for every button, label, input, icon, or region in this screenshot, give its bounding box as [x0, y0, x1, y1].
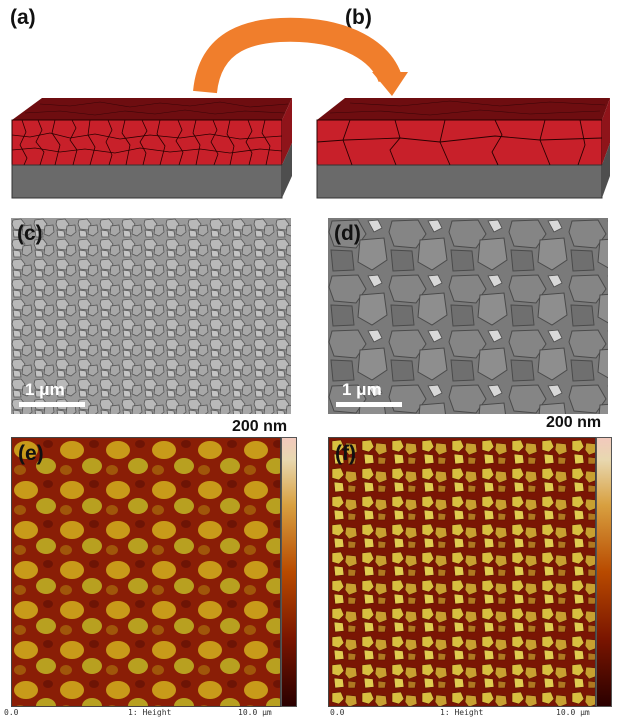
grain-top-b	[329, 100, 606, 116]
substrate-front-b	[316, 164, 603, 199]
sem-image-c: (c) 1 μm	[11, 218, 291, 414]
film-front-a	[11, 119, 283, 166]
panel-label-c: (c)	[17, 222, 43, 245]
film-side-b	[602, 98, 610, 165]
grain-top-a	[24, 101, 289, 116]
axis-end-f: 10.0 μm	[556, 708, 590, 717]
sem-image-d: (d) 1 μm	[328, 218, 608, 414]
scale-bar-d	[336, 402, 402, 407]
axis-start-e: 0.0	[4, 708, 19, 717]
afm-height-map-f	[329, 438, 595, 706]
afm-height-map-e	[12, 438, 280, 706]
axis-end-e: 10.0 μm	[238, 708, 272, 717]
film-top-b	[317, 98, 610, 120]
film-top-a	[12, 98, 292, 120]
color-scale-max-f: 200 nm	[546, 414, 602, 431]
film-stack-b	[316, 98, 610, 199]
film-side-a	[282, 98, 292, 165]
grain-network-a	[11, 119, 283, 166]
humidity-arrow	[193, 17, 402, 94]
panel-label-b: (b)	[345, 6, 372, 29]
axis-channel-e: 1: Height	[128, 708, 172, 717]
humidity-arrow-head	[372, 72, 408, 96]
grain-network-b	[316, 119, 603, 166]
color-scale-max-e: 200 nm	[232, 418, 288, 435]
afm-image-f: (f)	[328, 437, 596, 707]
scale-bar-label-c: 1 μm	[25, 380, 65, 399]
scale-bar-label-d: 1 μm	[342, 380, 382, 399]
panel-label-f: (f)	[335, 442, 356, 465]
axis-start-f: 0.0	[330, 708, 345, 717]
afm-image-e: (e)	[11, 437, 281, 707]
film-front-b	[316, 119, 603, 166]
film-schematic	[11, 17, 610, 199]
panel-label-a: (a)	[10, 6, 36, 29]
film-stack-a	[11, 98, 292, 199]
substrate-side-a	[282, 143, 292, 198]
substrate-side-b	[602, 143, 610, 198]
panel-label-e: (e)	[18, 442, 44, 465]
sem-grain-texture-c	[11, 218, 291, 414]
substrate-front-a	[11, 164, 283, 199]
color-scale-bar-e	[281, 437, 297, 707]
humidity-arrow-label: Humidity effect	[228, 68, 351, 87]
sem-grain-texture-d	[328, 218, 608, 414]
axis-channel-f: 1: Height	[440, 708, 484, 717]
color-scale-bar-f	[596, 437, 612, 707]
scale-bar-c	[19, 402, 85, 407]
panel-label-d: (d)	[334, 222, 361, 245]
